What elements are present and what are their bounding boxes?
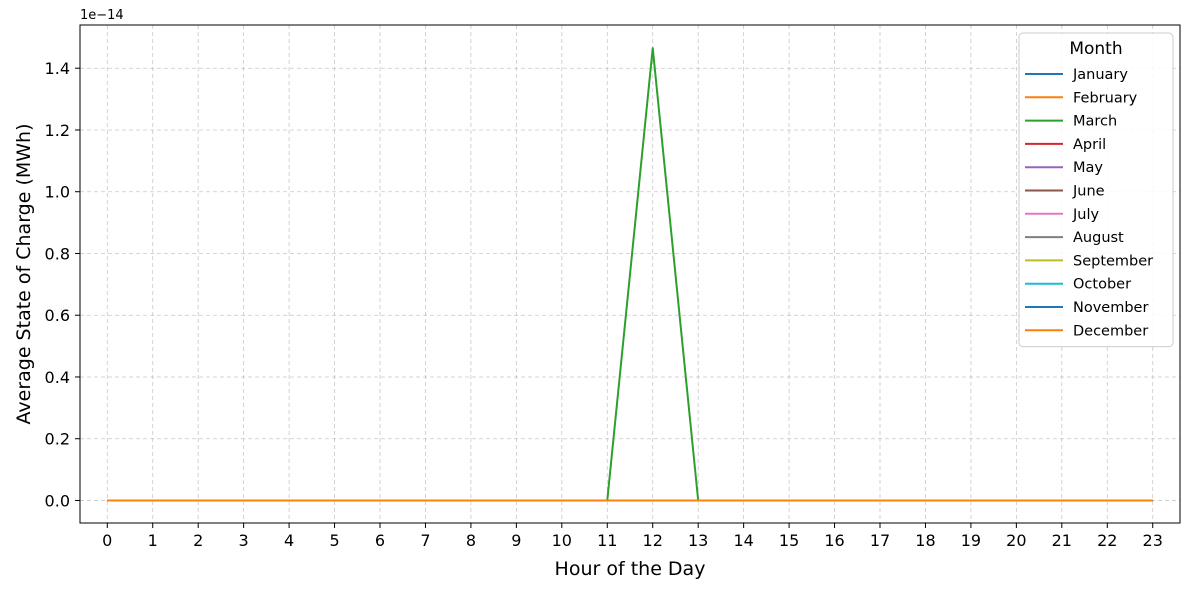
y-tick-label: 0.0 — [45, 491, 70, 510]
legend-entry: April — [1073, 137, 1106, 153]
y-tick-label: 1.2 — [45, 121, 70, 140]
legend-entry: August — [1073, 230, 1124, 246]
x-tick-label: 7 — [420, 531, 430, 550]
legend-entry: December — [1073, 323, 1148, 339]
y-offset-text: 1e−14 — [80, 8, 124, 23]
legend-entry: July — [1072, 207, 1099, 223]
x-tick-label: 3 — [239, 531, 249, 550]
x-tick-label: 5 — [329, 531, 339, 550]
x-tick-label: 22 — [1097, 531, 1117, 550]
y-tick-label: 0.8 — [45, 244, 70, 263]
legend-entry: June — [1072, 184, 1105, 200]
x-tick-label: 8 — [466, 531, 476, 550]
legend-entry: November — [1073, 300, 1148, 316]
x-tick-label: 23 — [1143, 531, 1163, 550]
legend: Month January February March April May June Jul… — [1018, 32, 1174, 348]
x-tick-label: 6 — [375, 531, 385, 550]
x-tick-label: 1 — [148, 531, 158, 550]
y-axis-label: Average State of Charge (MWh) — [13, 123, 35, 424]
legend-box — [1018, 32, 1174, 348]
legend-entry: March — [1073, 114, 1117, 130]
x-tick-label: 4 — [284, 531, 294, 550]
x-axis: 0 1 2 3 4 5 6 7 8 9 10 11 12 13 14 15 16 17 18 19 20 21 22 23 — [102, 523, 1163, 550]
x-axis-label: Hour of the Day — [555, 558, 706, 580]
legend-entry: May — [1073, 160, 1103, 176]
x-tick-label: 16 — [824, 531, 844, 550]
x-tick-label: 14 — [733, 531, 753, 550]
legend-entry: October — [1073, 277, 1131, 293]
y-axis: 0.0 0.2 0.4 0.6 0.8 1.0 1.2 1.4 — [45, 59, 80, 510]
y-tick-label: 0.2 — [45, 430, 70, 449]
plot-frame — [79, 24, 1181, 524]
x-tick-label: 2 — [193, 531, 203, 550]
x-tick-label: 12 — [643, 531, 663, 550]
x-tick-label: 21 — [1052, 531, 1072, 550]
legend-entry: September — [1073, 253, 1153, 269]
y-tick-label: 1.0 — [45, 183, 70, 202]
x-tick-label: 11 — [597, 531, 617, 550]
y-tick-label: 1.4 — [45, 59, 70, 78]
legend-entry: February — [1073, 90, 1138, 106]
x-tick-label: 17 — [870, 531, 890, 550]
y-tick-label: 0.6 — [45, 306, 70, 325]
x-tick-label: 10 — [552, 531, 572, 550]
legend-title: Month — [1069, 39, 1122, 59]
x-tick-label: 15 — [779, 531, 799, 550]
legend-entry: January — [1072, 67, 1128, 83]
x-tick-label: 20 — [1006, 531, 1026, 550]
x-tick-label: 13 — [688, 531, 708, 550]
x-tick-label: 19 — [961, 531, 981, 550]
x-tick-label: 0 — [102, 531, 112, 550]
series-lines — [107, 47, 1153, 502]
series-line-march — [107, 47, 1153, 502]
y-tick-label: 0.4 — [45, 368, 70, 387]
x-tick-label: 18 — [915, 531, 935, 550]
x-tick-label: 9 — [511, 531, 521, 550]
